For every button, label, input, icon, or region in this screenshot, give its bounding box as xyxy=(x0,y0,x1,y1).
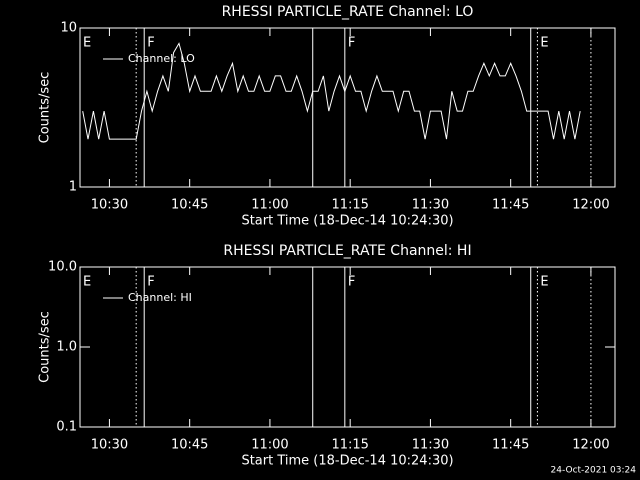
flag-label: E xyxy=(540,275,548,290)
x-tick-label: 10:45 xyxy=(171,438,208,453)
plot-frame xyxy=(79,27,616,188)
y-tick-label: 1.0 xyxy=(56,340,77,355)
chart-title: RHESSI PARTICLE_RATE Channel: LO xyxy=(222,4,474,20)
x-tick-label: 10:30 xyxy=(91,198,128,213)
flag-label: E xyxy=(83,275,91,290)
x-axis-label: Start Time (18-Dec-14 10:24:30) xyxy=(241,214,453,229)
x-tick-label: 11:00 xyxy=(251,198,288,213)
y-tick-label: 10.0 xyxy=(48,260,77,275)
x-tick-label: 11:45 xyxy=(492,438,529,453)
x-tick-label: 11:45 xyxy=(492,198,529,213)
legend-label: Channel: HI xyxy=(128,291,192,304)
timestamp: 24-Oct-2021 03:24 xyxy=(551,466,637,476)
y-axis-label: Counts/sec xyxy=(38,311,53,383)
x-tick-label: 12:00 xyxy=(572,438,609,453)
x-tick-label: 11:15 xyxy=(331,438,368,453)
y-axis-label: Counts/sec xyxy=(38,72,53,144)
flag-label: F xyxy=(147,275,154,290)
data-line xyxy=(82,42,581,140)
x-tick-label: 10:45 xyxy=(171,198,208,213)
flag-label: F xyxy=(348,275,355,290)
x-axis-label: Start Time (18-Dec-14 10:24:30) xyxy=(241,454,453,469)
x-tick-label: 10:30 xyxy=(91,438,128,453)
legend-label: Channel: LO xyxy=(128,52,195,65)
flag-label: F xyxy=(348,36,355,51)
chart-title: RHESSI PARTICLE_RATE Channel: HI xyxy=(223,243,471,259)
y-tick-label: 0.1 xyxy=(56,420,77,435)
y-tick-label: 1 xyxy=(69,180,77,195)
x-tick-label: 11:30 xyxy=(412,438,449,453)
x-tick-label: 11:00 xyxy=(251,438,288,453)
x-tick-label: 12:00 xyxy=(572,198,609,213)
x-tick-label: 11:15 xyxy=(331,198,368,213)
x-tick-label: 11:30 xyxy=(412,198,449,213)
flag-label: F xyxy=(147,36,154,51)
flag-label: E xyxy=(540,36,548,51)
y-tick-label: 10 xyxy=(60,21,77,36)
flag-label: E xyxy=(83,36,91,51)
